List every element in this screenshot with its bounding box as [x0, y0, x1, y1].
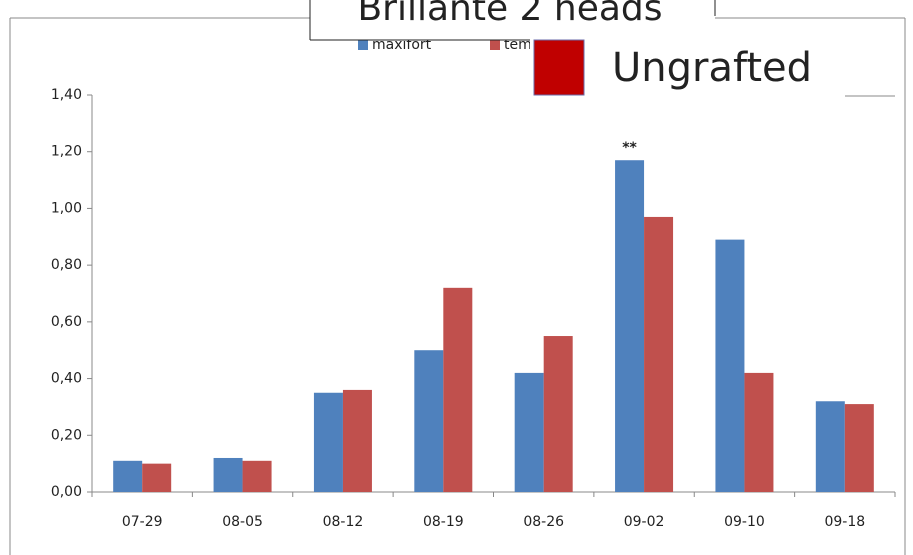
- bar: [744, 372, 774, 492]
- overlay-label: Ungrafted: [612, 45, 812, 91]
- bar: [715, 239, 745, 492]
- bar: [615, 160, 645, 492]
- bar: [342, 389, 372, 492]
- chart-title: Brillante 2 heads: [357, 0, 662, 29]
- annotation: **: [622, 140, 637, 156]
- y-tick-label: 0,80: [51, 257, 82, 273]
- legend-swatch: [358, 40, 368, 50]
- bar: [414, 350, 444, 492]
- x-tick-label: 08-19: [423, 514, 464, 530]
- bar: [815, 401, 845, 492]
- bar: [644, 216, 674, 492]
- x-tick-label: 08-05: [222, 514, 263, 530]
- bar: [242, 460, 272, 492]
- y-tick-label: 0,40: [51, 371, 82, 387]
- x-tick-label: 09-18: [824, 514, 865, 530]
- title-box: [310, 0, 715, 40]
- overlay-swatch: [533, 39, 585, 96]
- bar: [142, 463, 172, 492]
- y-tick-label: 0,20: [51, 427, 82, 443]
- bar: [213, 457, 243, 492]
- y-tick-label: 0,60: [51, 314, 82, 330]
- y-tick-label: 1,40: [51, 87, 82, 103]
- legend-label: maxifort: [372, 37, 432, 53]
- bar: [113, 460, 143, 492]
- x-tick-label: 09-02: [624, 514, 665, 530]
- x-tick-label: 07-29: [122, 514, 163, 530]
- y-tick-label: 1,20: [51, 144, 82, 160]
- bar: [443, 287, 473, 492]
- legend-swatch: [490, 40, 500, 50]
- x-tick-label: 09-10: [724, 514, 765, 530]
- y-tick-label: 1,00: [51, 200, 82, 216]
- bar: [313, 392, 343, 492]
- bar: [514, 372, 544, 492]
- x-tick-label: 08-26: [523, 514, 564, 530]
- bar: [844, 404, 874, 492]
- y-tick-label: 0,00: [51, 484, 82, 500]
- bar: [543, 336, 573, 492]
- x-tick-label: 08-12: [323, 514, 364, 530]
